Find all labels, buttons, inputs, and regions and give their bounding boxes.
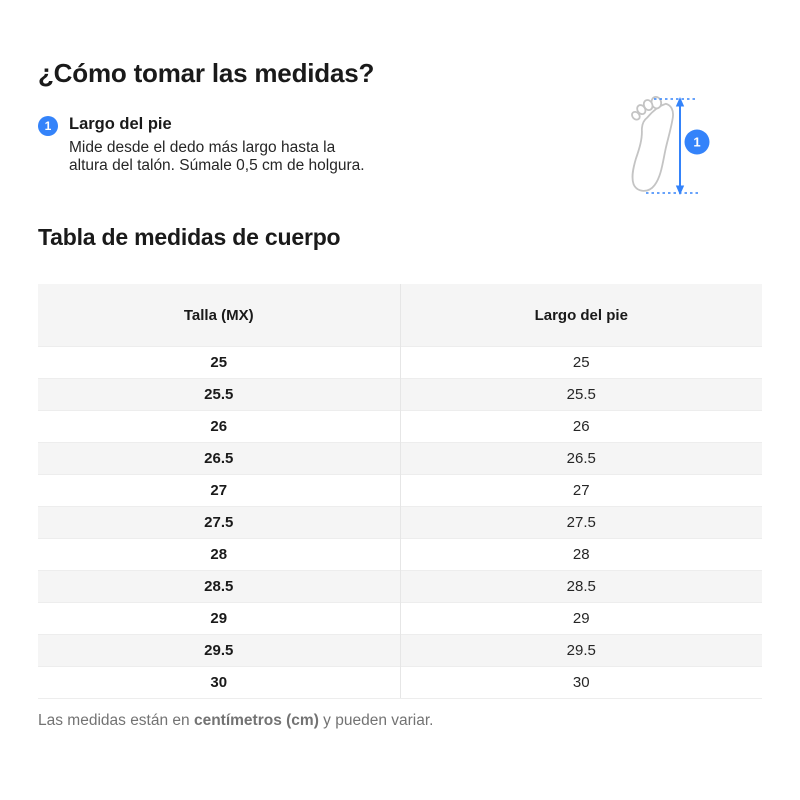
- table-row: 27.5 27.5: [38, 506, 762, 539]
- size-cell: 27.5: [38, 506, 401, 539]
- footnote-bold: centímetros (cm): [193, 712, 319, 729]
- page-title: ¿Cómo tomar las medidas?: [38, 58, 375, 88]
- size-cell: 25: [38, 346, 401, 379]
- footnote-prefix: Las medidas están en: [38, 712, 194, 729]
- table-row: 29 29: [38, 602, 762, 635]
- foot-length-cell: 25.5: [400, 378, 762, 411]
- size-table-header: Talla (MX) Largo del pie: [38, 284, 762, 347]
- header-row: Talla (MX) Largo del pie: [38, 284, 762, 347]
- footnote: Las medidas están en centímetros (cm) y …: [38, 712, 433, 730]
- measurement-description: Mide desde el dedo más largo hasta la al…: [69, 139, 365, 174]
- foot-length-cell: 26: [400, 410, 762, 443]
- table-row: 29.5 29.5: [38, 634, 762, 667]
- foot-icon: [631, 95, 674, 192]
- column-header-foot-length: Largo del pie: [400, 284, 762, 347]
- table-row: 30 30: [38, 666, 762, 699]
- measurement-label: Largo del pie: [69, 115, 172, 133]
- size-cell: 28: [38, 538, 401, 571]
- size-cell: 29: [38, 602, 401, 635]
- foot-length-cell: 26.5: [400, 442, 762, 475]
- foot-length-cell: 30: [400, 666, 762, 699]
- table-row: 26 26: [38, 410, 762, 443]
- foot-length-cell: 25: [400, 346, 762, 379]
- measure-arrow-icon: [646, 97, 698, 195]
- measurement-instruction: 1 Largo del pie Mide desde el dedo más l…: [38, 115, 371, 175]
- size-cell: 26: [38, 410, 401, 443]
- foot-length-cell: 28.5: [400, 570, 762, 603]
- table-row: 25.5 25.5: [38, 378, 762, 411]
- table-row: 28.5 28.5: [38, 570, 762, 603]
- footnote-suffix: y pueden variar.: [318, 712, 434, 729]
- foot-length-cell: 29.5: [400, 634, 762, 667]
- size-table: Talla (MX) Largo del pie 25 25 25.5 25.5 26 2…: [38, 284, 762, 699]
- table-row: 26.5 26.5: [38, 442, 762, 475]
- size-cell: 30: [38, 666, 401, 699]
- size-cell: 25.5: [38, 378, 401, 411]
- foot-measure-icon: 1: [631, 95, 710, 195]
- size-cell: 28.5: [38, 570, 401, 603]
- measurement-text: Largo del pie Mide desde el dedo más lar…: [69, 115, 371, 175]
- table-row: 27 27: [38, 474, 762, 507]
- size-cell: 26.5: [38, 442, 401, 475]
- size-cell: 27: [38, 474, 401, 507]
- column-header-size: Talla (MX): [38, 284, 401, 347]
- size-table-body: 25 25 25.5 25.5 26 26 26.5 26.5 27 27 27.5 27.5 28 28…: [38, 346, 762, 699]
- foot-length-cell: 28: [400, 538, 762, 571]
- size-cell: 29.5: [38, 634, 401, 667]
- svg-text:1: 1: [693, 135, 700, 150]
- section-title: Tabla de medidas de cuerpo: [38, 224, 341, 250]
- step-1-badge: 1: [38, 116, 58, 136]
- foot-length-cell: 27: [400, 474, 762, 507]
- foot-length-cell: 27.5: [400, 506, 762, 539]
- foot-length-cell: 29: [400, 602, 762, 635]
- diagram-step-badge: 1: [684, 129, 710, 155]
- table-row: 25 25: [38, 346, 762, 379]
- table-row: 28 28: [38, 538, 762, 571]
